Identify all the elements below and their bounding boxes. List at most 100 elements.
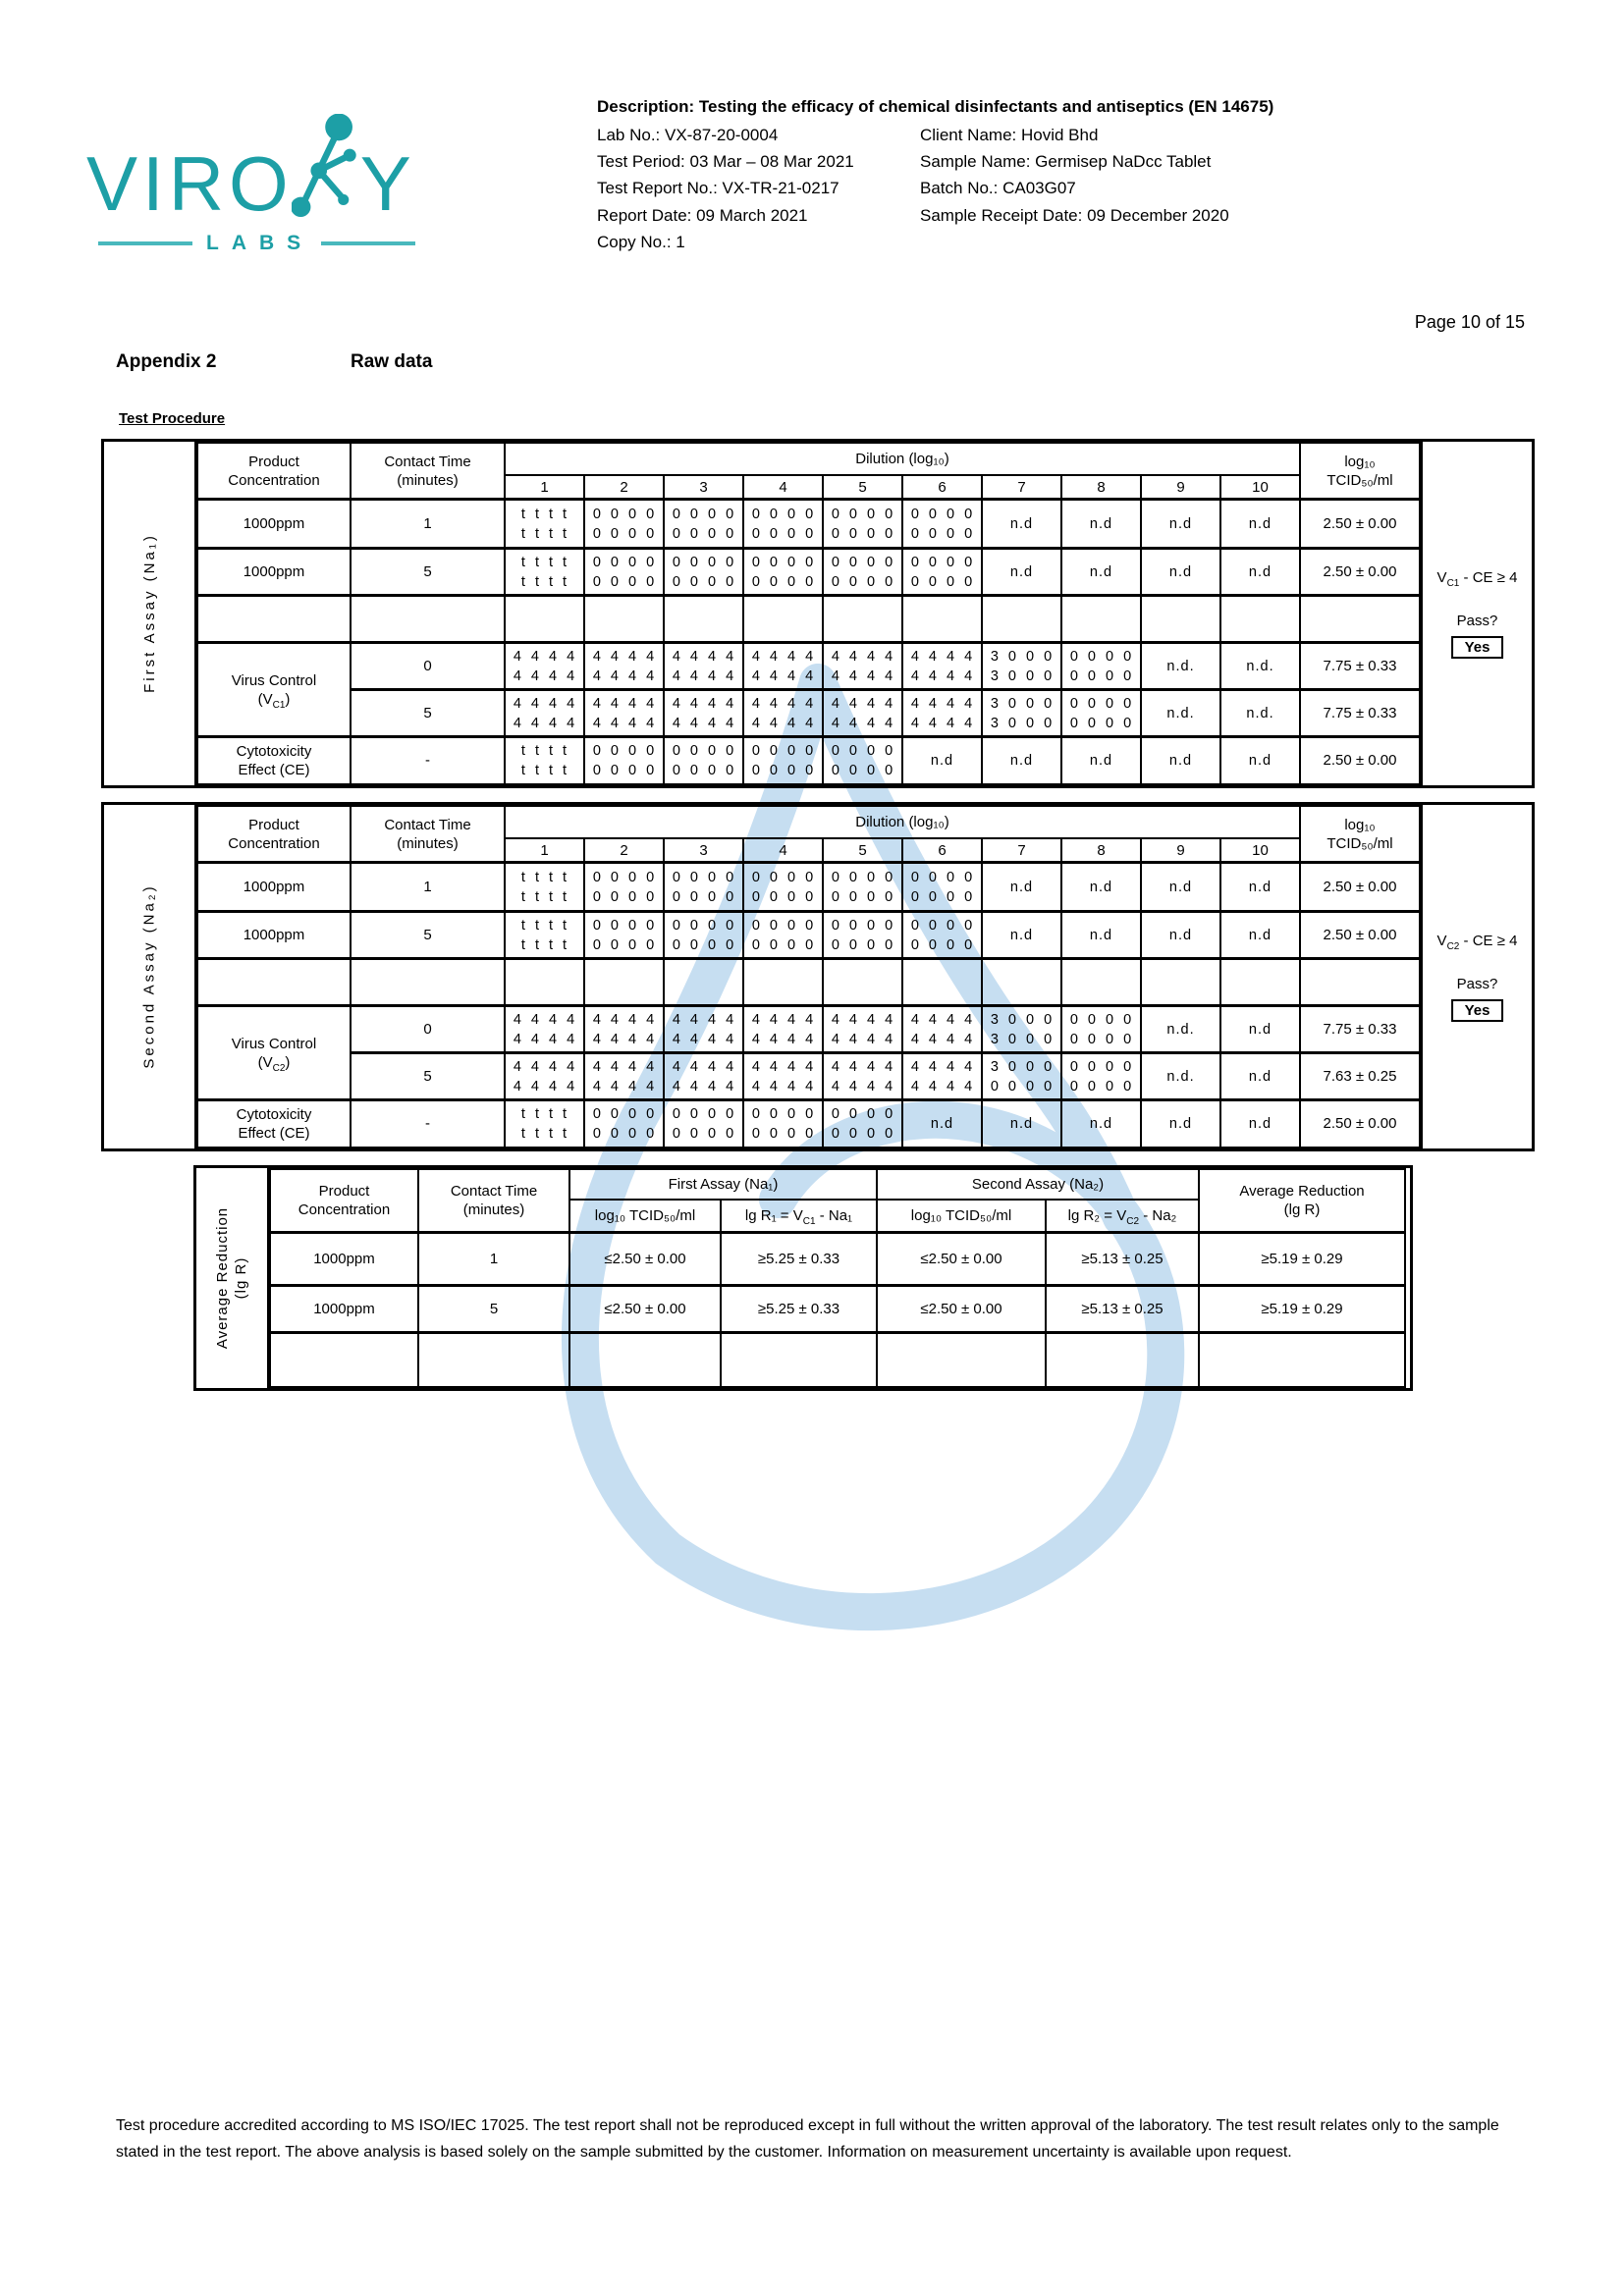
criteria-zone: VC2 - CE ≥ 4 Pass? Yes <box>1421 805 1532 1148</box>
contact-time-header: Contact Time (minutes) <box>350 442 506 501</box>
dilution-cell <box>981 594 1062 644</box>
dilution-cell <box>901 957 983 1007</box>
avg-value: 1000ppm <box>269 1231 419 1287</box>
dilution-cell: n.d <box>1219 498 1301 550</box>
dilution-col-7: 7 <box>981 837 1062 864</box>
lgr1-col-header: lg R₁ = VC1 - Na₁ <box>720 1199 878 1234</box>
avg-value: 5 <box>417 1284 570 1334</box>
dilution-cell: n.d. <box>1140 688 1221 738</box>
dilution-cell: n.d <box>901 1098 983 1148</box>
contact-time-value: 5 <box>350 1051 506 1101</box>
dilution-cell <box>901 594 983 644</box>
average-reduction-table: Average Reduction (lg R) Product Concentrat… <box>193 1165 1413 1391</box>
header-field-report-no: Test Report No.: VX-TR-21-0217 <box>597 179 839 198</box>
dilution-cell: n.d. <box>1219 641 1301 691</box>
pass-question: Pass? <box>1456 976 1498 992</box>
dilution-cell: n.d <box>1219 1051 1301 1101</box>
dilution-cell <box>742 594 824 644</box>
tcid-value <box>1299 594 1421 644</box>
avg-value: ≥5.25 ± 0.33 <box>720 1231 878 1287</box>
row-label: 1000ppm <box>196 910 352 960</box>
dilution-col-6: 6 <box>901 837 983 864</box>
tcid-value <box>1299 957 1421 1007</box>
dilution-cell <box>822 957 903 1007</box>
dilution-cell: n.d <box>1140 547 1221 597</box>
dilution-col-9: 9 <box>1140 474 1221 501</box>
dilution-col-8: 8 <box>1060 837 1142 864</box>
criteria-zone: VC1 - CE ≥ 4 Pass? Yes <box>1421 442 1532 785</box>
dilution-cell: n.d <box>1060 498 1142 550</box>
pass-value: Yes <box>1450 999 1504 1022</box>
dilution-cell: n.d <box>981 735 1062 785</box>
dilution-cell: n.d <box>981 1098 1062 1148</box>
avg-value: ≥5.13 ± 0.25 <box>1045 1231 1200 1287</box>
header-field-lab-no: Lab No.: VX-87-20-0004 <box>597 126 779 144</box>
contact-time-value <box>350 594 506 644</box>
dilution-cell: n.d <box>981 910 1062 960</box>
dilution-col-4: 4 <box>742 474 824 501</box>
row-label: Cytotoxicity Effect (CE) <box>196 1098 352 1148</box>
dilution-cell <box>1140 594 1221 644</box>
dilution-cell <box>504 957 585 1007</box>
section-test-procedure: Test Procedure <box>119 410 226 427</box>
average-reduction-header: Average Reduction (lg R) <box>1198 1168 1406 1234</box>
avg-value <box>568 1331 722 1388</box>
dilution-cell <box>1140 957 1221 1007</box>
dilution-cell <box>663 594 744 644</box>
lgr2-col-header: lg R₂ = VC2 - Na₂ <box>1045 1199 1200 1234</box>
dilution-cell: n.d <box>1140 1098 1221 1148</box>
dilution-cell: n.d. <box>1140 1051 1221 1101</box>
avg-value <box>417 1331 570 1388</box>
product-concentration-header: Product Concentration <box>269 1168 419 1234</box>
appendix-title: Raw data <box>351 351 433 372</box>
row-label: 1000ppm <box>196 498 352 550</box>
assay-side-label: First Assay (Na₁) <box>104 442 196 785</box>
header-field-copy-no: Copy No.: 1 <box>597 232 685 251</box>
tcid-value: 2.50 ± 0.00 <box>1299 861 1421 913</box>
dilution-cell <box>1219 957 1301 1007</box>
logo-sub-label: LABS <box>206 232 314 254</box>
avg-value <box>720 1331 878 1388</box>
table-row: 1000ppm 5 ≤2.50 ± 0.00 ≥5.25 ± 0.33 ≤2.50 ± … <box>269 1284 1406 1334</box>
assay-grid: Product Concentration Contact Time (minutes… <box>196 805 1421 1148</box>
avg-value: 1 <box>417 1231 570 1287</box>
logo-labs-row: LABS <box>98 232 416 255</box>
dilution-cell <box>583 594 665 644</box>
report-description: Description: Testing the efficacy of che… <box>597 97 1274 116</box>
dilution-cell: n.d <box>1060 910 1142 960</box>
avg-value: ≤2.50 ± 0.00 <box>876 1231 1047 1287</box>
header-field-report-date: Report Date: 09 March 2021 <box>597 205 808 225</box>
dilution-cell: n.d <box>981 498 1062 550</box>
dilution-col-5: 5 <box>822 474 903 501</box>
avg-value: ≥5.13 ± 0.25 <box>1045 1284 1200 1334</box>
